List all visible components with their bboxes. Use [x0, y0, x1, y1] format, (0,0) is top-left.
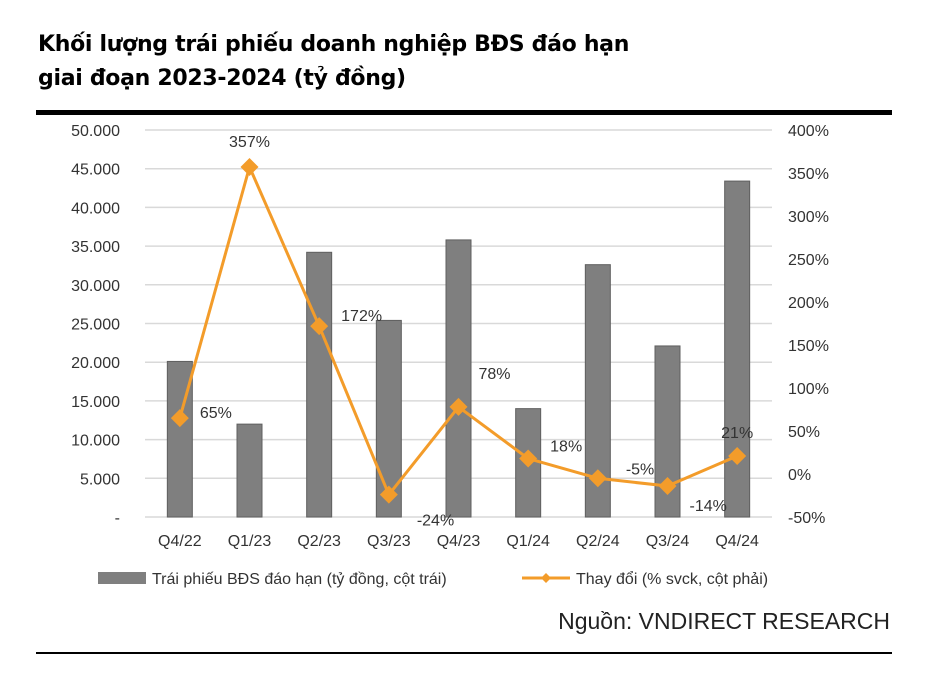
left-tick-label: 25.000: [71, 317, 120, 334]
data-label: -24%: [417, 513, 454, 530]
line-marker: [519, 449, 538, 468]
left-tick-label: 30.000: [71, 278, 120, 295]
right-tick-label: 200%: [788, 295, 829, 312]
right-tick-label: -50%: [788, 510, 825, 527]
left-tick-label: 5.000: [80, 471, 120, 488]
x-tick-label: Q3/24: [646, 533, 690, 550]
data-label: 78%: [479, 366, 511, 383]
right-tick-label: 400%: [788, 123, 829, 140]
title-line-1: Khối lượng trái phiếu doanh nghiệp BĐS đ…: [38, 32, 630, 57]
right-tick-label: 50%: [788, 424, 820, 441]
left-tick-label: 45.000: [71, 162, 120, 179]
x-tick-label: Q4/22: [158, 533, 202, 550]
left-tick-label: 10.000: [71, 433, 120, 450]
left-tick-label: 20.000: [71, 355, 120, 372]
legend-bar-label: Trái phiếu BĐS đáo hạn (tỷ đồng, cột trá…: [152, 571, 447, 588]
x-tick-label: Q2/23: [297, 533, 341, 550]
line-marker: [728, 446, 747, 465]
legend-bar-swatch: [98, 572, 146, 584]
left-tick-label: 15.000: [71, 394, 120, 411]
data-label: 65%: [200, 405, 232, 422]
data-label: 18%: [550, 439, 582, 456]
x-tick-label: Q3/23: [367, 533, 411, 550]
left-tick-label: -: [115, 510, 120, 527]
top-divider: [36, 110, 892, 115]
x-tick-label: Q1/23: [228, 533, 272, 550]
right-tick-label: 150%: [788, 338, 829, 355]
right-tick-label: 300%: [788, 209, 829, 226]
bar: [306, 251, 333, 518]
bottom-divider: [36, 652, 892, 654]
bar: [236, 423, 263, 518]
right-tick-label: 350%: [788, 166, 829, 183]
x-tick-label: Q1/24: [506, 533, 550, 550]
line-marker: [240, 157, 259, 176]
left-tick-label: 35.000: [71, 239, 120, 256]
legend-line-label: Thay đổi (% svck, cột phải): [576, 570, 768, 588]
x-tick-label: Q2/24: [576, 533, 620, 550]
data-label: 21%: [721, 425, 753, 442]
title-line-2: giai đoạn 2023-2024 (tỷ đồng): [38, 66, 406, 91]
right-tick-label: 0%: [788, 467, 811, 484]
line-marker: [170, 409, 189, 428]
line-marker: [658, 477, 677, 496]
line-marker: [588, 469, 607, 488]
x-tick-label: Q4/23: [437, 533, 481, 550]
data-label: -14%: [690, 498, 727, 515]
left-tick-label: 50.000: [71, 123, 120, 140]
left-tick-label: 40.000: [71, 200, 120, 217]
data-label: 172%: [341, 308, 382, 325]
line-marker: [310, 317, 329, 336]
line-marker: [449, 397, 468, 416]
x-tick-label: Q4/24: [715, 533, 759, 550]
right-tick-label: 100%: [788, 381, 829, 398]
bar: [445, 239, 472, 518]
source-note: Nguồn: VNDIRECT RESEARCH: [558, 608, 890, 634]
chart-title: Khối lượng trái phiếu doanh nghiệp BĐS đ…: [38, 28, 629, 96]
line-marker: [379, 485, 398, 504]
data-label: -5%: [626, 461, 654, 478]
right-tick-label: 250%: [788, 252, 829, 269]
data-label: 357%: [229, 134, 270, 151]
legend-line-marker: [541, 573, 551, 583]
bar: [724, 180, 751, 518]
